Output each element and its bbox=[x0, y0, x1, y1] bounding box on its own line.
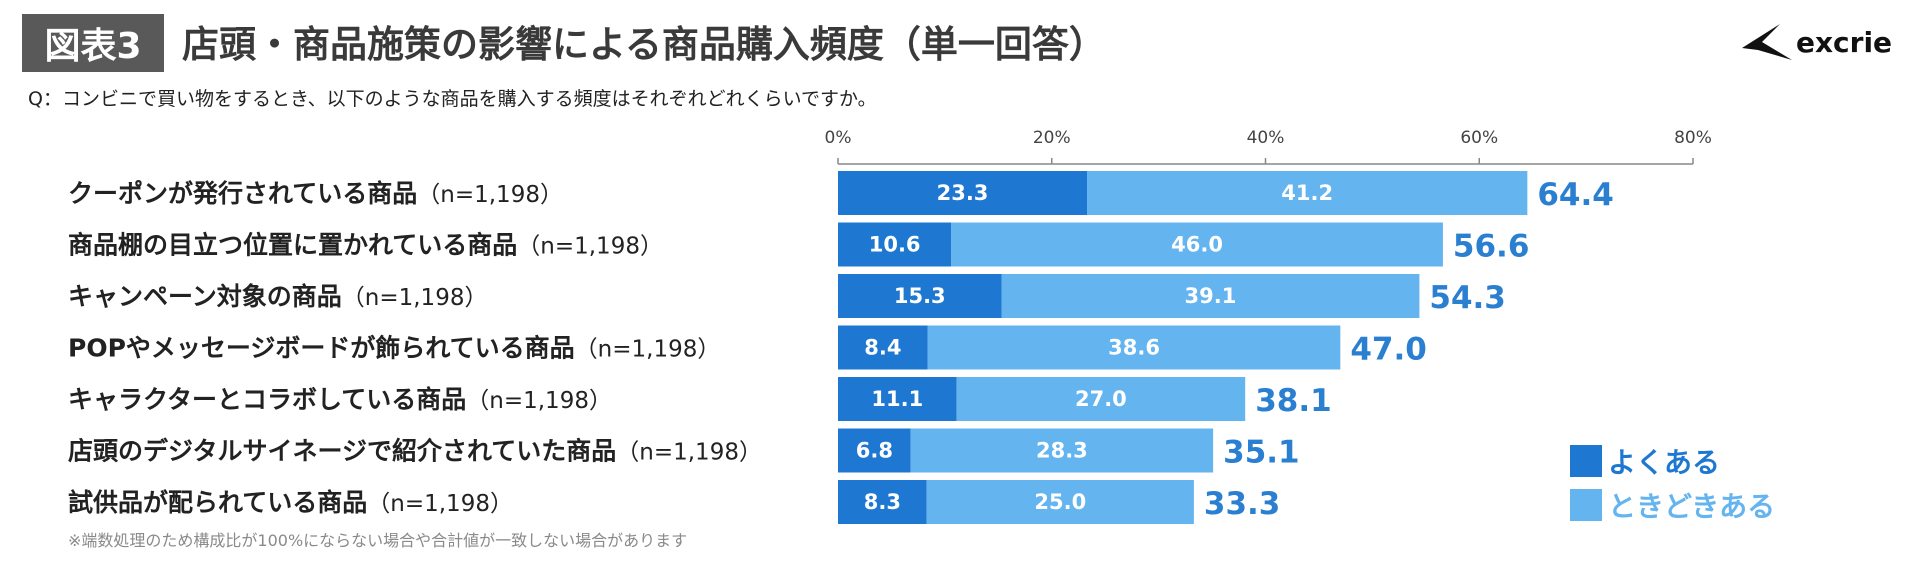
category-label: 商品棚の目立つ位置に置かれている商品（n=1,198） bbox=[68, 231, 663, 260]
bar-sometimes bbox=[1087, 171, 1528, 215]
x-tick-label: 40% bbox=[1247, 128, 1285, 148]
bar-often bbox=[838, 171, 1088, 215]
bar-value-label: 8.4 bbox=[864, 336, 901, 360]
legend-label-often: よくある bbox=[1608, 446, 1721, 479]
legend-swatch-often bbox=[1570, 445, 1602, 477]
bar-value-label: 46.0 bbox=[1171, 233, 1223, 257]
total-value-label: 35.1 bbox=[1223, 435, 1300, 471]
bar-value-label: 10.6 bbox=[869, 233, 921, 257]
bar-value-label: 11.1 bbox=[871, 387, 923, 411]
category-label: クーポンが発行されている商品（n=1,198） bbox=[68, 179, 563, 208]
bar-value-label: 8.3 bbox=[864, 490, 901, 514]
total-value-label: 33.3 bbox=[1204, 486, 1281, 522]
total-value-label: 56.6 bbox=[1453, 229, 1530, 265]
legend-item-sometimes: ときどきある bbox=[1570, 485, 1775, 525]
excrie-logo-icon bbox=[1742, 24, 1792, 60]
bar-value-label: 23.3 bbox=[937, 181, 989, 205]
bar-sometimes bbox=[956, 377, 1246, 421]
bar-sometimes bbox=[951, 222, 1443, 267]
bar-often bbox=[838, 222, 952, 267]
bar-value-label: 6.8 bbox=[856, 439, 893, 463]
brand-name: excrie bbox=[1796, 25, 1893, 59]
legend-item-often: よくある bbox=[1570, 441, 1720, 481]
x-tick-label: 80% bbox=[1674, 128, 1712, 148]
bar-value-label: 15.3 bbox=[894, 284, 946, 308]
bar-often bbox=[838, 274, 1002, 318]
x-tick-label: 0% bbox=[825, 128, 852, 148]
category-label: キャンペーン対象の商品（n=1,198） bbox=[68, 282, 487, 311]
category-label: 試供品が配られている商品（n=1,198） bbox=[68, 488, 513, 517]
bar-value-label: 38.6 bbox=[1108, 336, 1160, 360]
bar-often bbox=[838, 428, 911, 473]
bar-value-label: 41.2 bbox=[1281, 181, 1333, 205]
figure-title: 店頭・商品施策の影響による商品購入頻度（単一回答） bbox=[182, 23, 1106, 66]
x-tick-label: 60% bbox=[1460, 128, 1498, 148]
bar-value-label: 27.0 bbox=[1075, 387, 1127, 411]
bar-sometimes bbox=[926, 480, 1194, 524]
legend-label-sometimes: ときどきある bbox=[1608, 490, 1776, 523]
bar-sometimes bbox=[910, 428, 1214, 473]
bar-value-label: 39.1 bbox=[1185, 284, 1237, 308]
bar-sometimes bbox=[927, 325, 1341, 370]
legend-swatch-sometimes bbox=[1570, 489, 1602, 521]
bar-sometimes bbox=[1001, 274, 1420, 318]
brand-logo: excrie bbox=[1740, 18, 1892, 66]
footnote: ※端数処理のため構成比が100%にならない場合や合計値が一致しない場合があります bbox=[68, 531, 688, 550]
bar-value-label: 28.3 bbox=[1036, 439, 1088, 463]
bar-often bbox=[838, 377, 957, 421]
bar-often bbox=[838, 480, 927, 524]
figure-number-badge: 図表3 bbox=[22, 14, 164, 72]
x-tick-label: 20% bbox=[1033, 128, 1071, 148]
category-label: POPやメッセージボードが飾られている商品（n=1,198） bbox=[68, 334, 720, 363]
total-value-label: 47.0 bbox=[1350, 332, 1427, 368]
category-label: キャラクターとコラボしている商品（n=1,198） bbox=[68, 385, 612, 414]
total-value-label: 54.3 bbox=[1429, 280, 1506, 316]
total-value-label: 64.4 bbox=[1537, 177, 1614, 213]
bar-often bbox=[838, 325, 928, 370]
total-value-label: 38.1 bbox=[1255, 383, 1332, 419]
bar-value-label: 25.0 bbox=[1034, 490, 1086, 514]
category-label: 店頭のデジタルサイネージで紹介されていた商品（n=1,198） bbox=[68, 437, 762, 466]
survey-question: Q：コンビニで買い物をするとき、以下のような商品を購入する頻度はそれぞれどれくら… bbox=[28, 88, 877, 110]
